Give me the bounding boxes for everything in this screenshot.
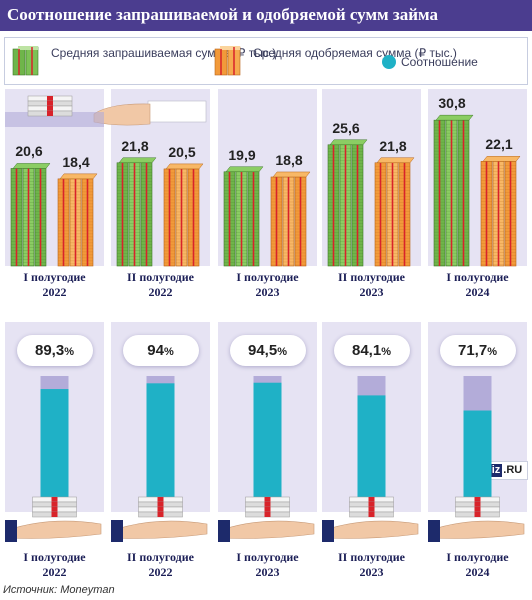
requested-value-label: 20,6 [15, 143, 43, 160]
requested-bar [433, 114, 474, 267]
ratio-value: 84,1 [352, 342, 382, 359]
ratio-bar [146, 383, 175, 498]
money-stack-icon [245, 496, 290, 518]
approved-bar [270, 171, 311, 267]
ratio-unit: % [381, 346, 391, 358]
approved-bar [57, 173, 98, 267]
sleeve-icon [428, 520, 440, 542]
logo-iz-text: iz [489, 464, 503, 477]
requested-value-label: 19,9 [228, 146, 256, 163]
legend-approved-label: Средняя одобряемая сумма (₽ тыс.) [253, 46, 457, 60]
approved-value-label: 18,4 [62, 153, 90, 170]
approved-value-label: 21,8 [379, 137, 407, 154]
ratio-bar [253, 382, 282, 498]
approved-bar [480, 156, 521, 267]
money-stack-icon [27, 95, 73, 117]
sleeve-icon [111, 520, 123, 542]
requested-bar [327, 139, 368, 267]
amount-category-label: II полугодие 2022 [127, 270, 194, 299]
logo-ru-text: .RU [503, 464, 523, 476]
money-stack-icon [349, 496, 394, 518]
approved-money-icon [214, 46, 241, 76]
hand-icon [430, 520, 525, 539]
hand-icon [324, 520, 419, 539]
approved-value-label: 18,8 [275, 151, 303, 168]
ratio-value-bubble: 84,1% [333, 335, 410, 366]
sleeve-icon [322, 520, 334, 542]
money-stack-icon [32, 496, 77, 518]
legend-ratio-dot [382, 55, 396, 69]
hand-icon [7, 520, 102, 539]
ratio-unit: % [277, 346, 287, 358]
approved-value-label: 22,1 [485, 136, 513, 153]
ratio-value-bubble: 71,7% [439, 335, 516, 366]
hand-icon [113, 520, 208, 539]
sleeve-icon [5, 520, 17, 542]
hand-icon [220, 520, 315, 539]
sleeve-icon [218, 520, 230, 542]
ratio-bar [463, 410, 492, 498]
ratio-category-label: II полугодие 2023 [338, 550, 405, 579]
hand-with-money-icon [5, 100, 207, 127]
legend-ratio-label: Соотношение [401, 55, 478, 69]
ratio-bar [357, 395, 386, 498]
money-stack-icon [138, 496, 183, 518]
ratio-value: 94,5 [248, 342, 278, 359]
requested-value-label: 21,8 [121, 137, 149, 154]
ratio-category-label: I полугодие 2022 [23, 550, 86, 579]
ratio-category-label: I полугодие 2024 [446, 550, 509, 579]
amount-category-label: I полугодие 2023 [236, 270, 299, 299]
header-bar: Соотношение запрашиваемой и одобряемой с… [0, 0, 532, 31]
ratio-value: 89,3 [35, 342, 65, 359]
ratio-value: 71,7 [458, 342, 488, 359]
ratio-value-bubble: 94% [122, 335, 199, 366]
chart-title: Соотношение запрашиваемой и одобряемой с… [7, 5, 438, 24]
requested-bar [116, 157, 157, 267]
approved-bar [163, 163, 204, 267]
amount-bars-svg [5, 95, 521, 267]
ratio-unit: % [163, 346, 174, 358]
ratio-value: 94 [147, 342, 164, 359]
requested-bar [223, 166, 264, 267]
requested-money-icon [12, 46, 39, 76]
ratio-value-bubble: 94,5% [229, 335, 306, 366]
money-stack-icon [455, 496, 500, 518]
approved-value-label: 20,5 [168, 143, 196, 160]
ratio-bar [40, 389, 69, 498]
approved-bar [374, 157, 415, 267]
amount-category-label: I полугодие 2022 [23, 270, 86, 299]
ratio-category-label: I полугодие 2023 [236, 550, 299, 579]
requested-value-label: 30,8 [438, 95, 466, 112]
amount-category-label: II полугодие 2023 [338, 270, 405, 299]
requested-bar [10, 163, 51, 267]
amount-category-label: I полугодие 2024 [446, 270, 509, 299]
source-note: Источник: Moneyman [3, 584, 115, 596]
ratio-unit: % [64, 346, 74, 358]
requested-value-label: 25,6 [332, 119, 360, 136]
legend: Средняя запрашиваемая сумма (₽ тыс.) Сре… [4, 37, 528, 85]
ratio-category-label: II полугодие 2022 [127, 550, 194, 579]
ratio-unit: % [487, 346, 497, 358]
ratio-value-bubble: 89,3% [16, 335, 93, 366]
